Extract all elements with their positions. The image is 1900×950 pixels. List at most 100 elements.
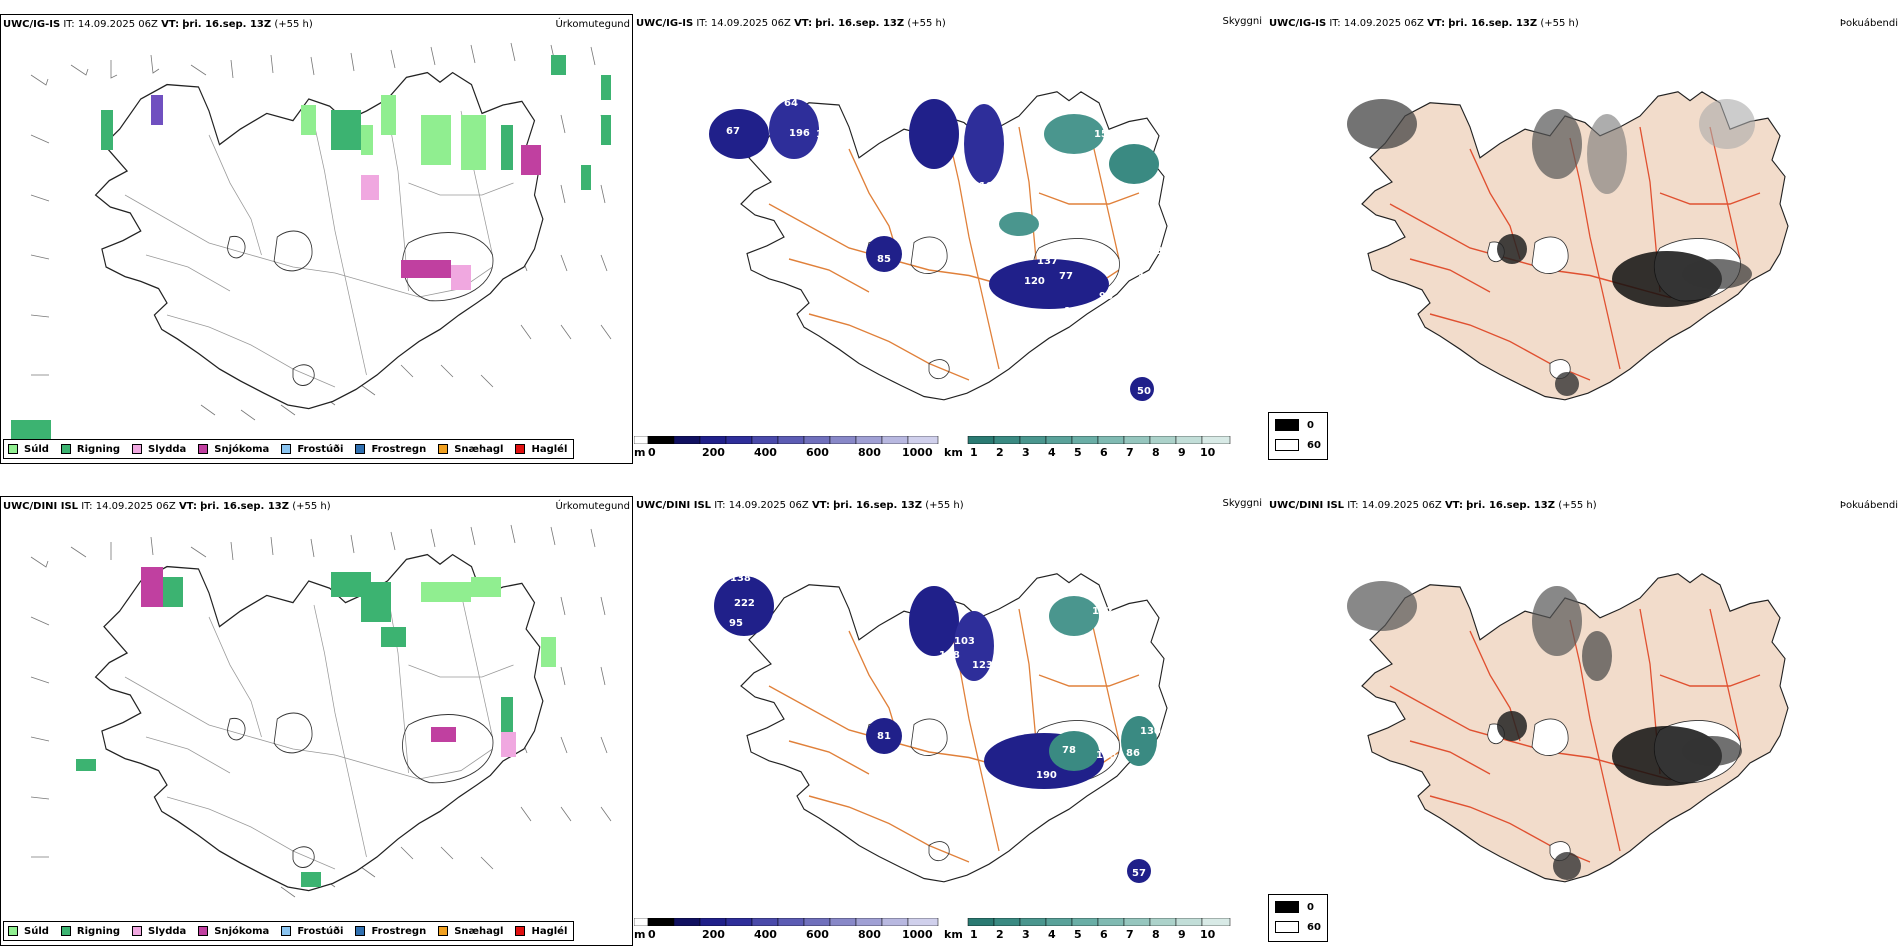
legend-item-haglel: Haglél — [515, 926, 567, 937]
visibility-unit: km — [944, 446, 963, 459]
svg-text:71: 71 — [1131, 268, 1145, 279]
visibility-tick: 8 — [1152, 446, 1160, 459]
visibility-tick: 6 — [1100, 446, 1108, 459]
vt-value: þri. 16.sep. 13Z — [200, 501, 289, 512]
vt-label: VT: — [1427, 18, 1446, 29]
vt-value: þri. 16.sep. 13Z — [182, 19, 272, 30]
legend-item-suld: Súld — [8, 444, 49, 455]
lead-time: (+55 h) — [292, 501, 331, 512]
cloudbase-tick: 600 — [806, 928, 829, 941]
svg-text:123: 123 — [1096, 750, 1117, 761]
svg-text:152: 152 — [1094, 129, 1115, 140]
it-value: 14.09.2025 06Z — [728, 500, 809, 511]
it-value: 14.09.2025 06Z — [77, 19, 158, 30]
visibility-colorbar: km 1 2 3 4 5 6 7 8 9 10 — [944, 918, 1234, 941]
legend-item-snjokoma: Snjókoma — [198, 926, 269, 937]
svg-text:173: 173 — [1049, 221, 1070, 232]
wind-barbs — [30, 524, 612, 898]
visibility-tick: 3 — [1022, 446, 1030, 459]
it-label: IT: — [714, 500, 726, 511]
cloudbase-tick: 600 — [806, 446, 829, 459]
field-name: Úrkomutegund — [555, 19, 630, 30]
visibility-tick: 7 — [1126, 446, 1134, 459]
svg-text:111: 111 — [1004, 193, 1025, 204]
visibility-tick: 4 — [1048, 928, 1056, 941]
svg-text:57: 57 — [1132, 868, 1146, 879]
model-name: UWC/IG-IS — [636, 18, 694, 29]
legend-item-rigning: Rigning — [60, 444, 120, 455]
model-name: UWC/IG-IS — [1269, 18, 1327, 29]
vt-value: þri. 16.sep. 13Z — [1448, 18, 1538, 29]
fog-legend: 0 60 — [1268, 894, 1328, 942]
map-header: UWC/DINI ISL IT: 14.09.2025 06Z VT: þri.… — [3, 501, 331, 512]
fog-shading — [1347, 99, 1755, 396]
cloudbase-tick: 800 — [858, 446, 881, 459]
legend-item-suld: Súld — [8, 926, 49, 937]
cloudbase-colorbar: m 0 200 400 600 800 1000 — [634, 918, 940, 941]
lead-time: (+55 h) — [907, 18, 946, 29]
cloudbase-tick: 0 — [648, 446, 656, 459]
vt-label: VT: — [794, 18, 813, 29]
visibility-tick: 2 — [996, 928, 1004, 941]
vt-value: þri. 16.sep. 13Z — [1466, 500, 1555, 511]
precip-type-map-ig-is: UWC/IG-IS IT: 14.09.2025 06Z VT: þri. 16… — [0, 14, 633, 464]
svg-text:103: 103 — [954, 636, 975, 647]
visibility-tick: 10 — [1200, 928, 1216, 941]
precipitation-blobs — [76, 567, 556, 887]
map-header: UWC/DINI ISL IT: 14.09.2025 06Z VT: þri.… — [636, 500, 964, 511]
svg-text:50: 50 — [1137, 386, 1151, 397]
fog-legend-item: 0 — [1275, 419, 1314, 431]
it-label: IT: — [63, 19, 75, 30]
vt-label: VT: — [1444, 500, 1463, 511]
vt-label: VT: — [811, 500, 830, 511]
svg-text:86: 86 — [1126, 748, 1140, 759]
visibility-tick: 10 — [1200, 446, 1216, 459]
svg-text:78: 78 — [1062, 745, 1076, 756]
legend-item-slydda: Slydda — [132, 926, 186, 937]
cloud-blobs — [714, 576, 1157, 883]
svg-text:123: 123 — [972, 660, 993, 671]
model-name: UWC/DINI ISL — [1269, 500, 1345, 511]
cloudbase-unit: m — [634, 446, 646, 459]
precip-type-legend: Súld Rigning Slydda Snjókoma Frostúði Fr… — [3, 921, 575, 941]
legend-item-snaehagl: Snæhagl — [438, 444, 503, 455]
cloudbase-visibility-map-dini: UWC/DINI ISL IT: 14.09.2025 06Z VT: þri.… — [634, 496, 1266, 946]
vt-label: VT: — [161, 19, 180, 30]
cloudbase-tick: 200 — [702, 928, 725, 941]
vt-value: þri. 16.sep. 13Z — [815, 18, 905, 29]
cloudbase-unit: m — [634, 928, 646, 941]
svg-text:190: 190 — [1036, 770, 1057, 781]
fog-shading — [1347, 581, 1742, 880]
cloudbase-tick: 1000 — [902, 446, 933, 459]
it-label: IT: — [696, 18, 708, 29]
vt-value: þri. 16.sep. 13Z — [833, 500, 922, 511]
fog-legend-item: 0 — [1275, 901, 1314, 913]
lead-time: (+55 h) — [1540, 18, 1579, 29]
vt-label: VT: — [178, 501, 197, 512]
svg-text:95: 95 — [729, 618, 743, 629]
svg-text:77: 77 — [1059, 271, 1073, 282]
field-name: Skyggni — [1222, 498, 1262, 509]
model-name: UWC/DINI ISL — [636, 500, 712, 511]
cloudbase-tick: 1000 — [902, 928, 933, 941]
svg-text:85: 85 — [877, 254, 891, 265]
fog-legend: 0 60 — [1268, 412, 1328, 460]
svg-text:64: 64 — [784, 98, 798, 109]
legend-item-frostregn: Frostregn — [355, 926, 426, 937]
iceland-precip-map — [11, 42, 612, 440]
iceland-fog-map — [1347, 91, 1789, 401]
svg-text:84: 84 — [934, 181, 948, 192]
visibility-tick: 5 — [1074, 928, 1082, 941]
iceland-fog-map — [1347, 573, 1789, 883]
map-header: UWC/IG-IS IT: 14.09.2025 06Z VT: þri. 16… — [1269, 18, 1579, 29]
cloud-labels: 102 64 67 196 123 90 152 105 84 101 111 … — [726, 91, 1180, 397]
lead-time: (+55 h) — [1558, 500, 1597, 511]
cloudbase-tick: 400 — [754, 446, 777, 459]
legend-item-haglel: Haglél — [515, 444, 567, 455]
it-value: 14.09.2025 06Z — [710, 18, 791, 29]
lead-time: (+55 h) — [274, 19, 313, 30]
cloudbase-tick: 400 — [754, 928, 777, 941]
legend-item-rigning: Rigning — [60, 926, 120, 937]
svg-text:101: 101 — [979, 181, 1000, 192]
fog-legend-item: 60 — [1275, 439, 1321, 451]
